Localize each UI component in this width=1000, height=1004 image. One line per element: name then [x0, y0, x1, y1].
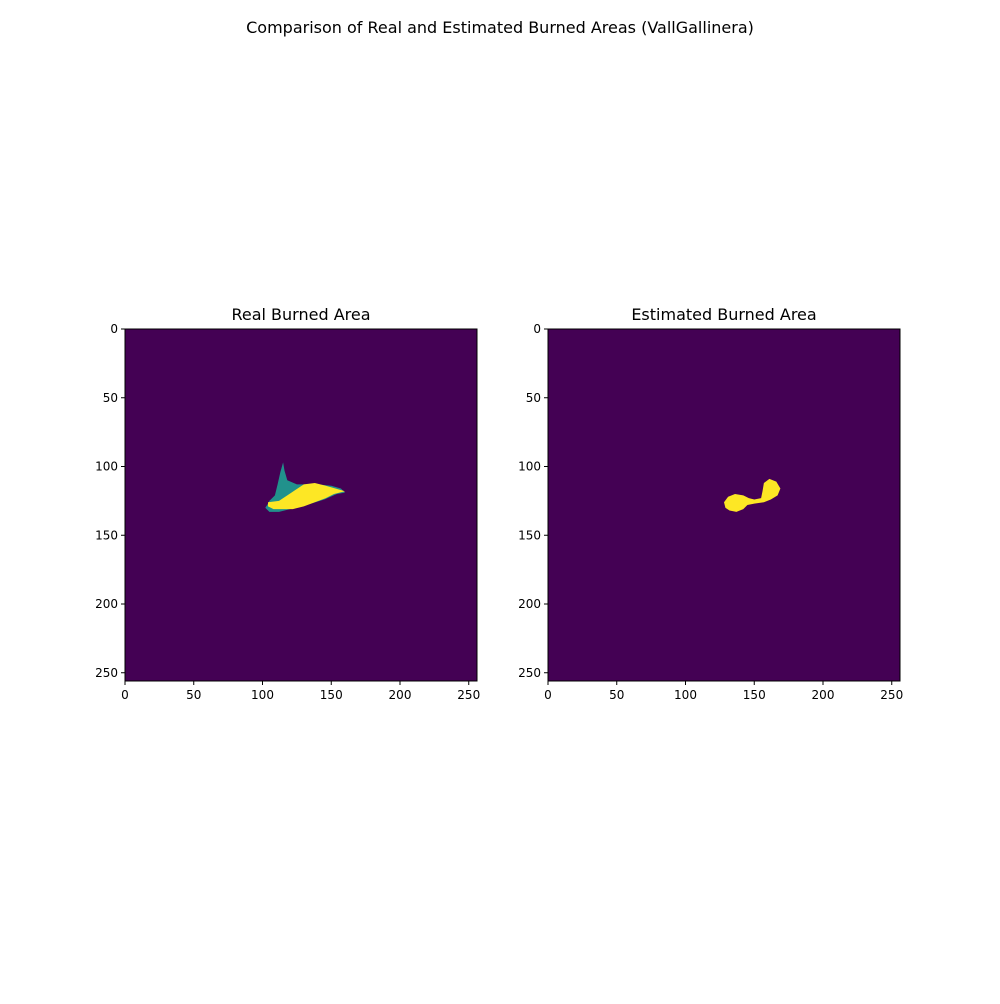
y-tick-label: 150: [518, 528, 541, 542]
y-tick-label: 150: [95, 528, 118, 542]
x-tick-label: 250: [457, 688, 480, 702]
x-tick-label: 50: [609, 688, 624, 702]
axes-frame: [547, 328, 901, 682]
x-tick-label: 150: [743, 688, 766, 702]
y-tick-label: 100: [518, 460, 541, 474]
burned-region-high: [268, 483, 345, 510]
panel-title: Real Burned Area: [231, 305, 370, 324]
y-tick-label: 50: [526, 391, 541, 405]
x-tick-label: 100: [674, 688, 697, 702]
y-tick-label: 250: [518, 666, 541, 680]
burned-regions: [724, 478, 781, 512]
x-tick-label: 200: [389, 688, 412, 702]
x-tick-label: 50: [186, 688, 201, 702]
x-tick-label: 0: [121, 688, 129, 702]
y-tick-label: 0: [110, 322, 118, 336]
x-tick-label: 200: [812, 688, 835, 702]
x-tick-label: 250: [880, 688, 903, 702]
panel-title: Estimated Burned Area: [631, 305, 816, 324]
figure-title: Comparison of Real and Estimated Burned …: [246, 18, 754, 37]
axes-frame: [124, 328, 478, 682]
y-tick-label: 200: [518, 597, 541, 611]
x-tick-label: 0: [544, 688, 552, 702]
burned-regions: [265, 462, 345, 512]
y-tick-label: 0: [533, 322, 541, 336]
x-tick-label: 100: [251, 688, 274, 702]
y-tick-label: 250: [95, 666, 118, 680]
x-tick-label: 150: [320, 688, 343, 702]
y-tick-label: 50: [103, 391, 118, 405]
image-background: [548, 329, 900, 681]
y-tick-label: 200: [95, 597, 118, 611]
y-tick-label: 100: [95, 460, 118, 474]
burned-region-high: [724, 478, 781, 512]
